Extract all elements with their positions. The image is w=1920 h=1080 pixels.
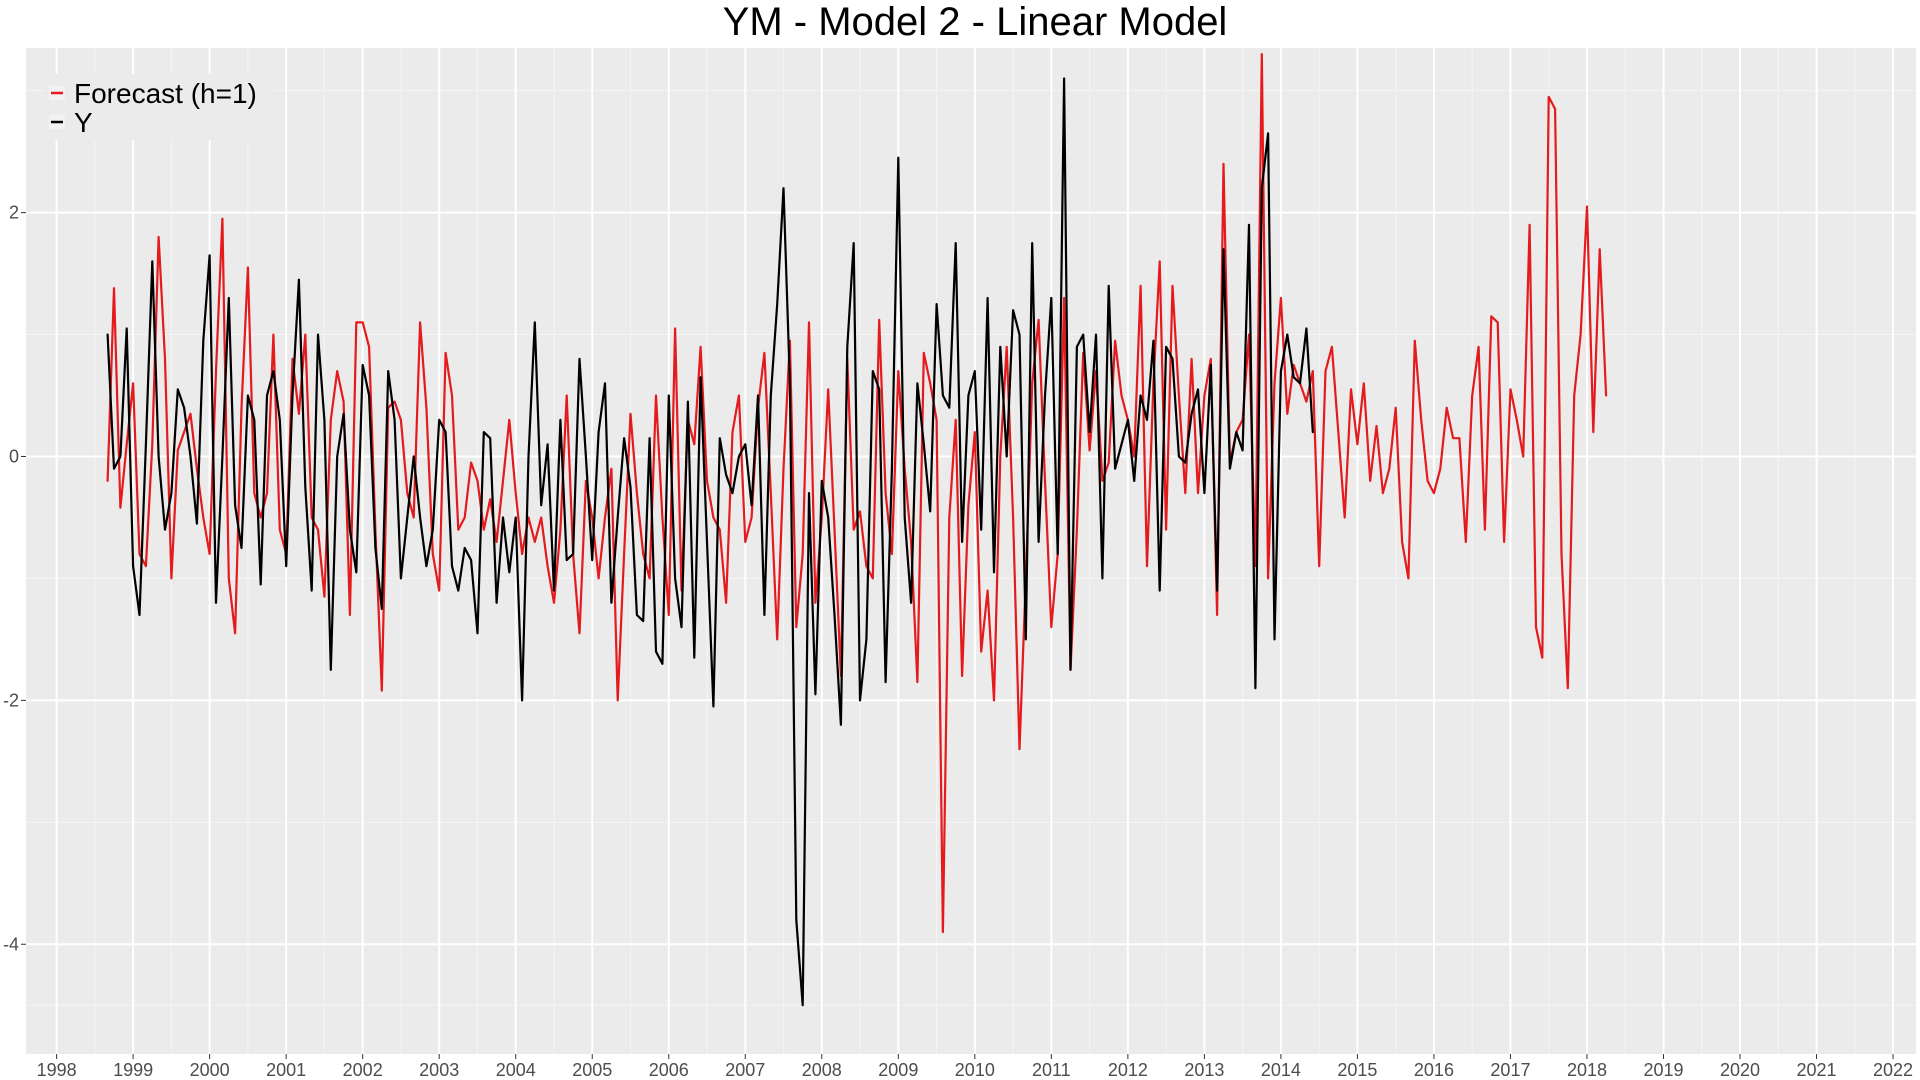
x-tick-label: 2018 [1567, 1060, 1607, 1080]
series-lines [106, 52, 1608, 1007]
axes: 1998 1999 2000 2001 2002 2003 2004 2005 2006 2007… [3, 203, 1913, 1080]
x-tick-label: 1998 [37, 1060, 77, 1080]
legend-label: Forecast (h=1) [74, 78, 257, 109]
x-tick-label: 2003 [419, 1060, 459, 1080]
y-tick-label: -2 [3, 690, 19, 710]
x-tick-label: 2004 [496, 1060, 536, 1080]
x-tick-label: 2001 [266, 1060, 306, 1080]
x-tick-label: 1999 [113, 1060, 153, 1080]
x-tick-label: 2015 [1337, 1060, 1377, 1080]
plot-panel [26, 48, 1916, 1054]
x-tick-label: 2011 [1032, 1060, 1071, 1080]
legend: Forecast (h=1)Y [44, 74, 274, 140]
chart-title: YM - Model 2 - Linear Model [723, 0, 1228, 44]
x-tick-label: 2009 [878, 1060, 918, 1080]
y-tick-label: -4 [3, 934, 19, 954]
y-tick-label: 0 [9, 446, 19, 466]
x-tick-label: 2017 [1490, 1060, 1530, 1080]
x-tick-label: 2019 [1643, 1060, 1683, 1080]
x-tick-label: 2000 [190, 1060, 230, 1080]
y-tick-label: 2 [9, 203, 19, 223]
x-tick-label: 2006 [649, 1060, 689, 1080]
legend-label: Y [74, 107, 93, 138]
x-tick-label: 2020 [1720, 1060, 1760, 1080]
x-tick-label: 2022 [1873, 1060, 1913, 1080]
grid-lines [26, 48, 1916, 1054]
series-line-y [106, 77, 1314, 1007]
legend-box [44, 74, 274, 140]
x-tick-label: 2013 [1184, 1060, 1224, 1080]
x-tick-label: 2021 [1797, 1060, 1837, 1080]
x-tick-label: 2014 [1261, 1060, 1301, 1080]
x-tick-label: 2005 [572, 1060, 612, 1080]
x-tick-label: 2016 [1414, 1060, 1454, 1080]
x-tick-label: 2008 [802, 1060, 842, 1080]
x-tick-label: 2012 [1108, 1060, 1148, 1080]
x-tick-label: 2007 [725, 1060, 765, 1080]
x-tick-label: 2010 [955, 1060, 995, 1080]
x-tick-label: 2002 [343, 1060, 383, 1080]
